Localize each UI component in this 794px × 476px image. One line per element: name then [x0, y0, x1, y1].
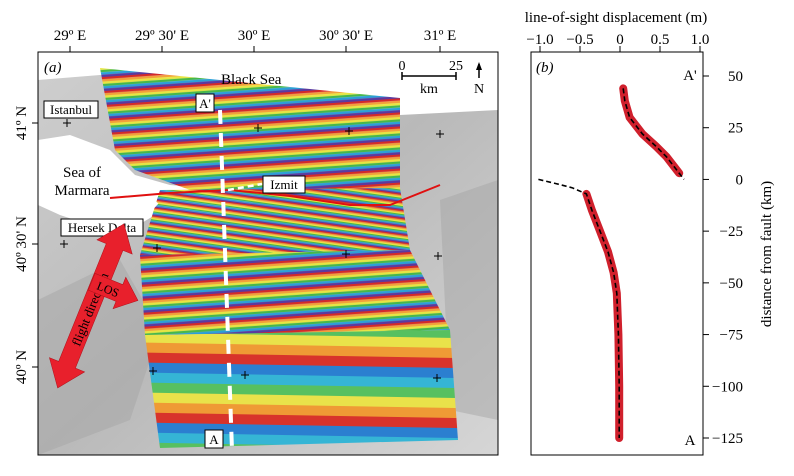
- terrain-relief: [38, 260, 160, 455]
- izmit-box: [262, 175, 306, 194]
- sea-of-marmara-line2: Marmara: [55, 183, 110, 199]
- scale-zero: 0: [399, 59, 406, 74]
- y-tick-label: −25: [720, 224, 743, 240]
- fault-trace: [109, 184, 441, 206]
- y-tick-label: 25: [728, 121, 743, 137]
- scale-bar: 0 25 km: [399, 59, 464, 97]
- x-tick-label: −1.0: [526, 32, 553, 48]
- interferogram: [100, 68, 458, 448]
- istanbul-label: Istanbul: [50, 102, 92, 117]
- panel-b: line-of-sight displacement (m) −1.0 −0.5 0…: [525, 10, 775, 456]
- profile-line: [218, 109, 234, 451]
- profile-end-label: A': [199, 96, 211, 111]
- terrain-relief-east: [440, 180, 498, 420]
- izmit-leader: [227, 182, 263, 192]
- los-short-arrow-icon: LOS: [87, 273, 139, 310]
- black-sea-label: Black Sea: [221, 72, 282, 88]
- chart-end-top: A': [683, 68, 697, 84]
- chart-frame: [530, 51, 704, 456]
- lon-tick-29-30: 29º 30' E: [135, 28, 189, 44]
- lat-tick-41: 41º N: [14, 106, 30, 140]
- scale-max: 25: [449, 59, 463, 74]
- y-tick-label: −50: [720, 276, 743, 292]
- profile-start-box: [204, 429, 224, 449]
- y-tick-label: −125: [712, 431, 743, 447]
- lon-tick-30: 30º E: [238, 28, 271, 44]
- scale-unit: km: [420, 82, 438, 97]
- map-frame: [37, 51, 499, 456]
- lat-tick-40: 40º N: [14, 350, 30, 384]
- x-tick-label: 0.5: [651, 32, 670, 48]
- izmit-label: Izmit: [270, 177, 298, 192]
- lat-tick-40-30: 40º 30' N: [14, 216, 30, 272]
- y-tick-label: −75: [720, 328, 743, 344]
- lon-tick-31: 31º E: [424, 28, 457, 44]
- north-arrow-icon: N: [474, 62, 484, 97]
- hersek-leader: [139, 199, 161, 223]
- panel-a-label: (a): [44, 60, 62, 76]
- y-tick-label: 0: [736, 172, 744, 188]
- lon-tick-29: 29º E: [54, 28, 87, 44]
- y-tick-label: −100: [712, 379, 743, 395]
- chart-xlabel: line-of-sight displacement (m): [525, 10, 707, 26]
- x-tick-label: 0: [616, 32, 624, 48]
- chart-area: −1.0 −0.5 0 0.5 1.0 50 25 0 −25 −50 −75 −100 −125: [526, 32, 743, 447]
- north-label: N: [474, 82, 484, 97]
- lat-tick-marks: [32, 122, 38, 368]
- lon-tick-marks: [69, 46, 441, 52]
- sea-of-marmara-line1: Sea of: [63, 165, 101, 181]
- profile-end-box: [195, 93, 215, 113]
- grid-crosses: [55, 119, 444, 382]
- istanbul-box: [43, 100, 99, 119]
- profile-start-label: A: [209, 432, 219, 447]
- series-observed-south: [582, 189, 624, 442]
- series-observed-north: [619, 84, 684, 178]
- chart-end-bottom: A: [685, 433, 696, 449]
- panel-a: (a) 29º E 29º 30' E 30º E 30º 30' E 31º …: [14, 28, 499, 456]
- lon-tick-30-30: 30º 30' E: [319, 28, 373, 44]
- x-tick-label: 1.0: [691, 32, 710, 48]
- y-tick-label: 50: [728, 69, 743, 85]
- series-model-south: [538, 178, 620, 438]
- chart-ylabel: distance from fault (km): [759, 181, 775, 327]
- series-model: [622, 88, 685, 180]
- panel-b-label: (b): [536, 60, 554, 76]
- x-tick-label: −0.5: [566, 32, 593, 48]
